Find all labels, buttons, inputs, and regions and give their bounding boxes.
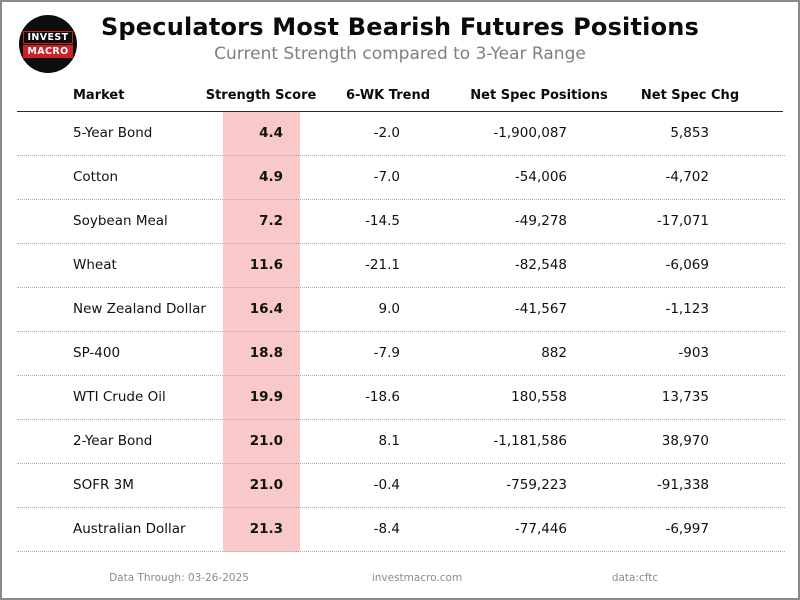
net-chg-cell: -4,702 xyxy=(665,169,709,185)
table-row: SP-400 18.8 -7.9 882 -903 xyxy=(2,332,798,376)
strength-score-cell: 21.0 xyxy=(223,464,300,508)
market-cell: New Zealand Dollar xyxy=(73,301,206,317)
net-chg-cell: -17,071 xyxy=(656,213,709,229)
trend-cell: 8.1 xyxy=(378,433,400,449)
trend-cell: -14.5 xyxy=(365,213,400,229)
row-spacer xyxy=(717,508,798,552)
net-chg-cell: -6,997 xyxy=(665,521,709,537)
footer-data-source: data:cftc xyxy=(611,572,659,584)
net-positions-cell: -77,446 xyxy=(514,521,567,537)
table-row: Australian Dollar 21.3 -8.4 -77,446 -6,9… xyxy=(2,508,798,552)
strength-score-cell: 21.0 xyxy=(223,420,300,464)
market-cell: WTI Crude Oil xyxy=(73,389,166,405)
net-chg-cell: 38,970 xyxy=(661,433,709,449)
trend-cell: -8.4 xyxy=(373,521,400,537)
row-spacer xyxy=(717,200,798,244)
trend-cell: -21.1 xyxy=(365,257,400,273)
strength-score-cell: 4.9 xyxy=(223,156,300,200)
investmacro-logo-icon: INVEST MACRO xyxy=(19,15,77,73)
page-subtitle: Current Strength compared to 3-Year Rang… xyxy=(214,44,586,64)
market-cell: SP-400 xyxy=(73,345,121,361)
net-chg-cell: -6,069 xyxy=(665,257,709,273)
strength-score-cell: 19.9 xyxy=(223,376,300,420)
net-positions-cell: -1,181,586 xyxy=(493,433,567,449)
net-chg-cell: 13,735 xyxy=(661,389,709,405)
net-positions-cell: -1,900,087 xyxy=(493,125,567,141)
table-row: WTI Crude Oil 19.9 -18.6 180,558 13,735 xyxy=(2,376,798,420)
row-spacer xyxy=(717,332,798,376)
table-row: New Zealand Dollar 16.4 9.0 -41,567 -1,1… xyxy=(2,288,798,332)
net-positions-cell: -54,006 xyxy=(514,169,567,185)
trend-cell: -7.0 xyxy=(373,169,400,185)
table-row: SOFR 3M 21.0 -0.4 -759,223 -91,338 xyxy=(2,464,798,508)
footer-website: investmacro.com xyxy=(371,572,463,584)
column-header-strength-score: Strength Score xyxy=(205,88,317,103)
net-positions-cell: -82,548 xyxy=(514,257,567,273)
table-row: Cotton 4.9 -7.0 -54,006 -4,702 xyxy=(2,156,798,200)
trend-cell: -2.0 xyxy=(373,125,400,141)
strength-score-cell: 11.6 xyxy=(223,244,300,288)
column-header-net-spec-chg: Net Spec Chg xyxy=(640,88,740,103)
net-positions-cell: 882 xyxy=(541,345,567,361)
row-spacer xyxy=(717,288,798,332)
net-positions-cell: -49,278 xyxy=(514,213,567,229)
logo-text-invest: INVEST xyxy=(23,30,73,44)
strength-score-cell: 16.4 xyxy=(223,288,300,332)
column-header-net-spec-positions: Net Spec Positions xyxy=(470,88,608,103)
footer-data-through: Data Through: 03-26-2025 xyxy=(109,572,249,584)
table-row: 2-Year Bond 21.0 8.1 -1,181,586 38,970 xyxy=(2,420,798,464)
net-chg-cell: -1,123 xyxy=(665,301,709,317)
strength-score-cell: 4.4 xyxy=(223,112,300,156)
table-body: 5-Year Bond 4.4 -2.0 -1,900,087 5,853 Co… xyxy=(2,112,798,552)
row-spacer xyxy=(717,420,798,464)
row-spacer xyxy=(717,464,798,508)
strength-score-cell: 7.2 xyxy=(223,200,300,244)
row-spacer xyxy=(717,376,798,420)
market-cell: SOFR 3M xyxy=(73,477,134,493)
market-cell: 5-Year Bond xyxy=(73,125,153,141)
trend-cell: 9.0 xyxy=(378,301,400,317)
market-cell: Australian Dollar xyxy=(73,521,186,537)
market-cell: Wheat xyxy=(73,257,117,273)
row-spacer xyxy=(717,156,798,200)
net-positions-cell: 180,558 xyxy=(511,389,567,405)
market-cell: 2-Year Bond xyxy=(73,433,153,449)
column-header-6wk-trend: 6-WK Trend xyxy=(345,88,431,103)
table-header-row: Market Strength Score 6-WK Trend Net Spe… xyxy=(2,80,798,112)
table-row: 5-Year Bond 4.4 -2.0 -1,900,087 5,853 xyxy=(2,112,798,156)
strength-score-cell: 21.3 xyxy=(223,508,300,552)
net-chg-cell: 5,853 xyxy=(670,125,709,141)
table-row: Soybean Meal 7.2 -14.5 -49,278 -17,071 xyxy=(2,200,798,244)
net-positions-cell: -759,223 xyxy=(506,477,567,493)
market-cell: Soybean Meal xyxy=(73,213,168,229)
column-header-market: Market xyxy=(73,88,125,103)
net-chg-cell: -903 xyxy=(678,345,709,361)
row-spacer xyxy=(717,112,798,156)
net-positions-cell: -41,567 xyxy=(514,301,567,317)
logo-text-macro: MACRO xyxy=(23,44,73,58)
row-spacer xyxy=(717,244,798,288)
trend-cell: -18.6 xyxy=(365,389,400,405)
table-row: Wheat 11.6 -21.1 -82,548 -6,069 xyxy=(2,244,798,288)
page-title: Speculators Most Bearish Futures Positio… xyxy=(100,13,700,41)
trend-cell: -0.4 xyxy=(373,477,400,493)
strength-score-cell: 18.8 xyxy=(223,332,300,376)
market-cell: Cotton xyxy=(73,169,119,185)
net-chg-cell: -91,338 xyxy=(656,477,709,493)
trend-cell: -7.9 xyxy=(373,345,400,361)
